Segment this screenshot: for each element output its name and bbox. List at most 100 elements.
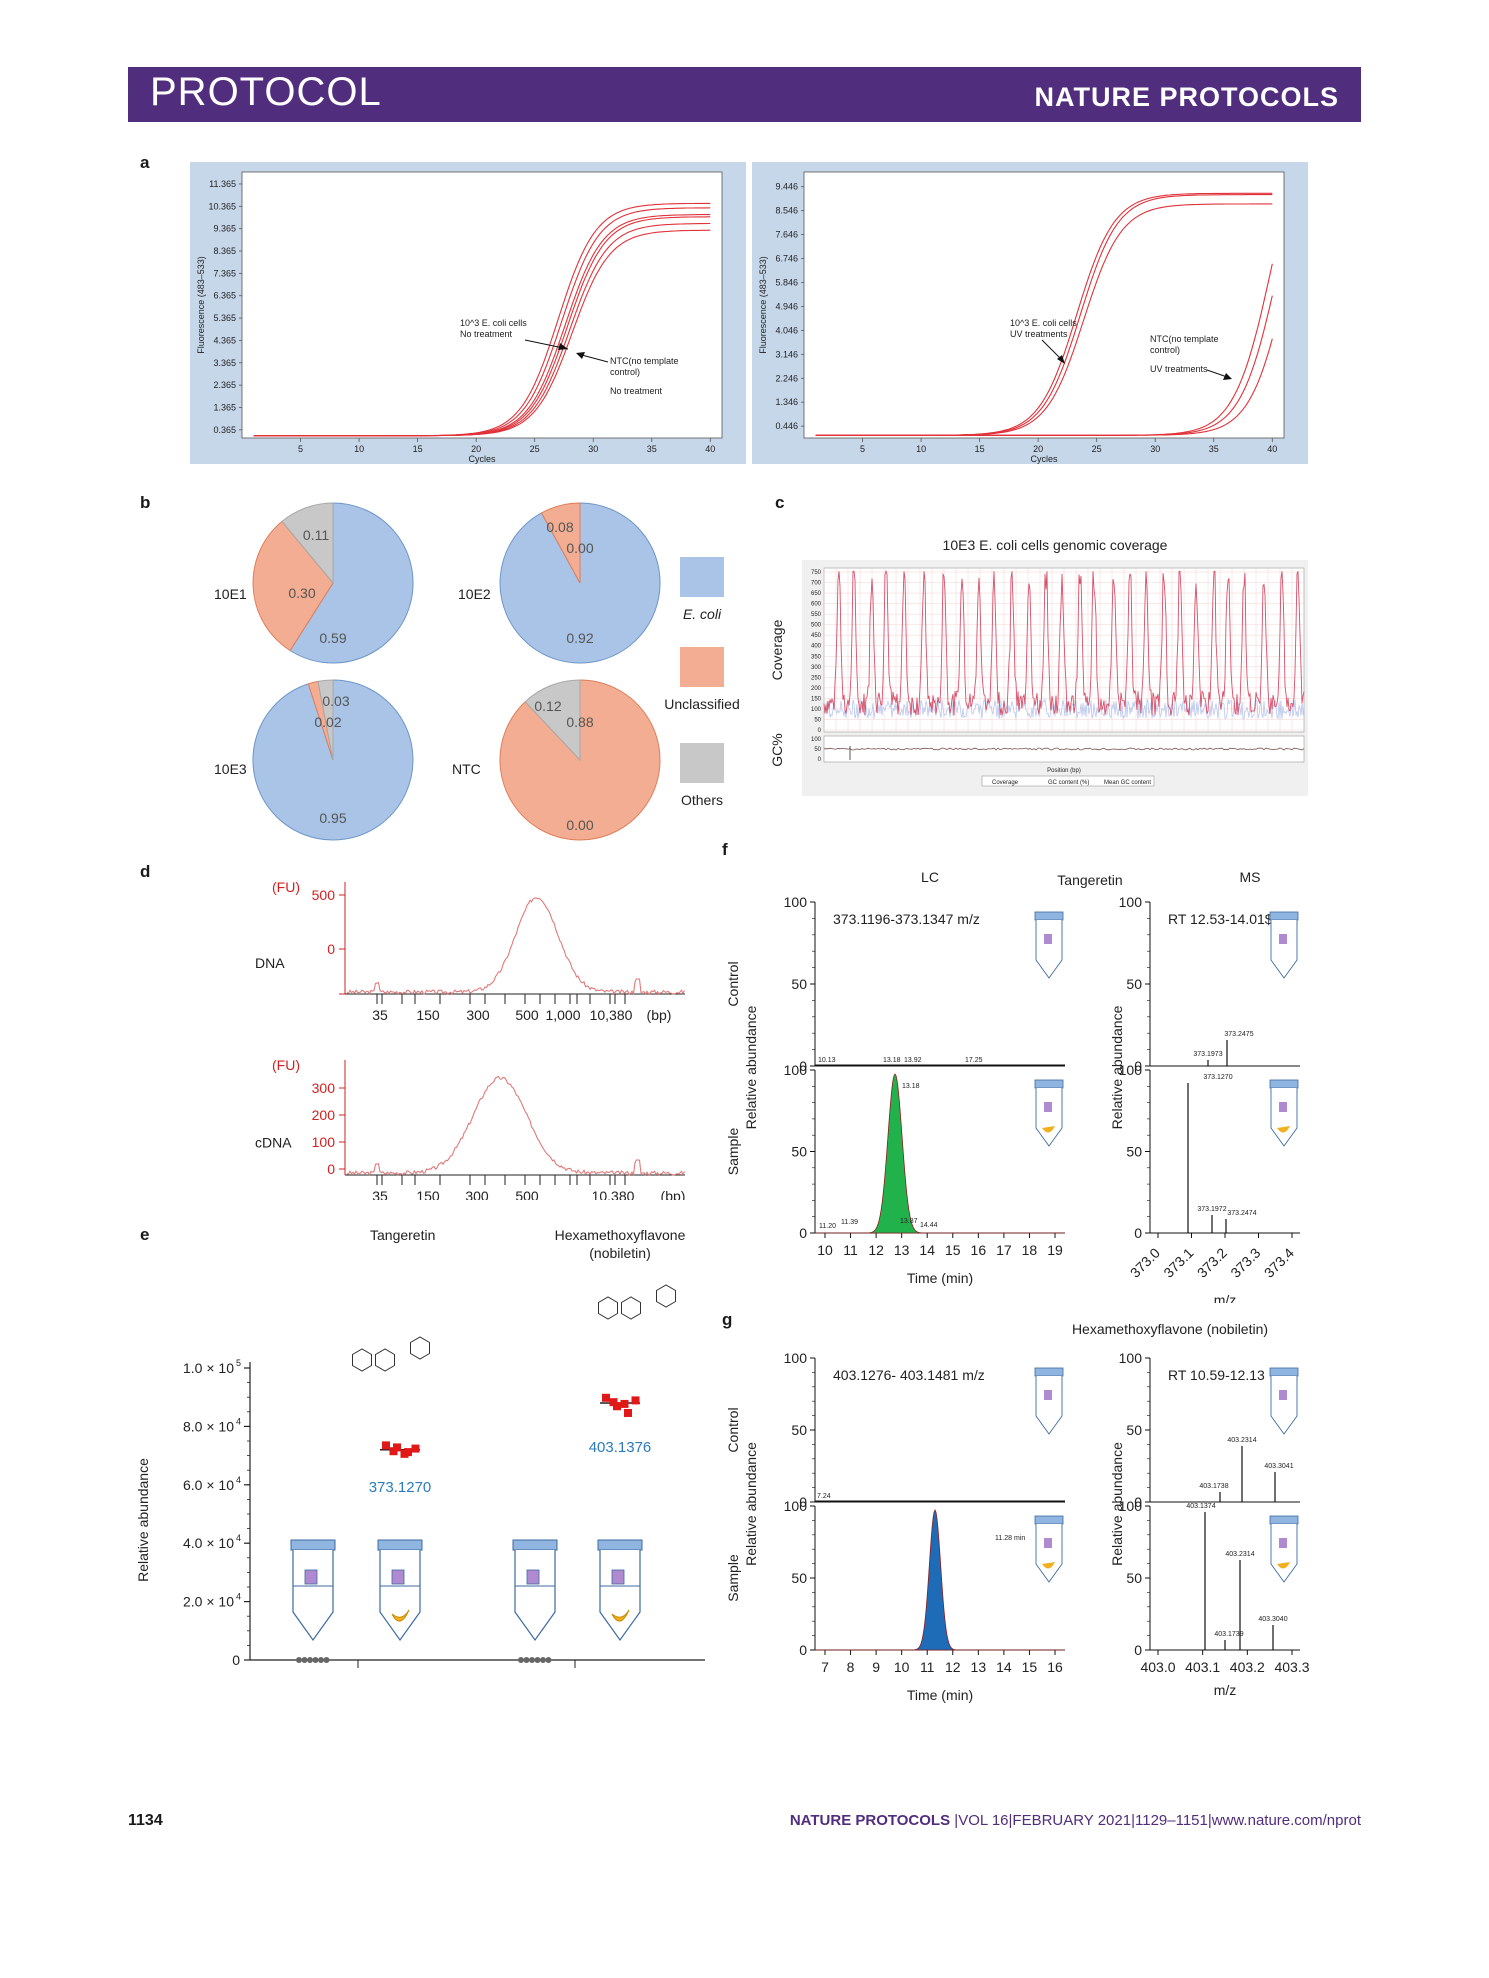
data-point — [545, 1657, 552, 1663]
y-tick-label: 8.546 — [775, 206, 798, 216]
data-point — [613, 1402, 621, 1411]
pie-name-label: 10E2 — [458, 586, 491, 602]
y-tick-label: 50 — [814, 717, 821, 723]
x-tick-label: 16 — [1047, 1659, 1063, 1675]
data-point — [404, 1448, 412, 1457]
x-tick-label: 15 — [1022, 1659, 1038, 1675]
y-tick-label: 50 — [1126, 1422, 1142, 1438]
x-tick-label: 20 — [471, 444, 481, 454]
pie-value-label: 0.92 — [566, 630, 593, 646]
y-tick-label: 300 — [312, 1080, 336, 1096]
data-point — [393, 1443, 401, 1452]
compound-name: Hexamethoxyflavone — [555, 1227, 686, 1243]
plot-area — [803, 171, 1285, 439]
molecule-ring — [410, 1336, 430, 1360]
legend-label: GC content (%) — [1048, 780, 1089, 786]
x-tick-label: 5 — [860, 444, 865, 454]
x-axis-label: m/z — [1214, 1682, 1237, 1698]
pie-value-label: 0.95 — [319, 810, 346, 826]
annotation-label: NTC(no template — [610, 356, 679, 366]
lc-sample-peak — [815, 1509, 1065, 1651]
y-tick-label: 0 — [799, 1225, 807, 1241]
y-axis-label: Relative abundance — [743, 1005, 759, 1129]
tube-body — [1035, 920, 1063, 979]
legend-box — [981, 775, 1155, 787]
y-tick-label: 0 — [1134, 1058, 1142, 1074]
ms-range-label: RT 12.53-14.01$ — [1168, 911, 1273, 927]
x-tick-label: 17 — [996, 1242, 1012, 1258]
tube-insert — [1279, 1538, 1287, 1548]
footer-url[interactable]: www.nature.com/nprot — [1211, 1812, 1361, 1829]
tube-body — [514, 1550, 556, 1642]
data-point — [631, 1396, 640, 1405]
tube-cap — [377, 1539, 423, 1551]
x-tick-label: 10 — [916, 444, 926, 454]
x-tick-label: 500 — [515, 1007, 539, 1023]
pie-name-label: 10E3 — [214, 761, 247, 777]
y-tick-exponent: 4 — [236, 1475, 241, 1485]
legend-label: E. coli — [683, 606, 722, 622]
tube-body — [1270, 1524, 1298, 1583]
y-tick-label: 4.046 — [775, 325, 798, 335]
y-tick-exponent: 4 — [236, 1533, 241, 1543]
x-tick-label: 10 — [894, 1659, 910, 1675]
y-tick-label: 50 — [791, 1422, 807, 1438]
chart-title: Hexamethoxyflavone (nobiletin) — [1072, 1321, 1268, 1337]
peak-label: 373.1972 — [1197, 1206, 1226, 1213]
nobiletin-lcms-chart: Hexamethoxyflavone (nobiletin)1005001005… — [725, 1321, 1310, 1703]
gc-tick-label: 50 — [814, 747, 821, 753]
x-tick-label: 13 — [894, 1242, 910, 1258]
y-tick-label: 0 — [1134, 1494, 1142, 1510]
y-tick-label: 0 — [818, 728, 822, 734]
y-tick-label: 50 — [791, 1144, 807, 1160]
x-tick-label: 10 — [354, 444, 364, 454]
peak-label: 373.2474 — [1227, 1210, 1256, 1217]
x-tick-label: 403.2 — [1230, 1659, 1265, 1675]
legend-label: Unclassified — [664, 696, 739, 712]
plot-area — [241, 171, 723, 439]
section-title: PROTOCOL — [150, 70, 382, 114]
x-tick-label: 373.1 — [1160, 1244, 1196, 1280]
peak-label: 403.3040 — [1258, 1616, 1287, 1623]
x-tick-label: 12 — [945, 1659, 961, 1675]
pie-name-label: 10E1 — [214, 586, 247, 602]
chart-title: Tangeretin — [1057, 872, 1122, 888]
y-tick-label: 0 — [799, 1642, 807, 1658]
coverage-background-trace — [823, 698, 1305, 720]
pie-value-label: 0.00 — [566, 540, 593, 556]
relative-abundance-scatter: 1.0 × 10 58.0 × 10 46.0 × 10 44.0 × 10 42.0 … — [135, 1227, 705, 1680]
tube-insert — [1044, 1102, 1052, 1112]
qpcr-chart-uv-treatment: 9.446 8.546 7.646 6.746 5.846 4.946 4.046 3.146… — [752, 162, 1308, 464]
tube-sample — [391, 1609, 410, 1622]
peak-label: 403.1738 — [1199, 1483, 1228, 1490]
pie-charts: 10E1 0.59 0.30 0.11 10E2 0.92 0.08 0.00 10E3 0.95… — [214, 502, 740, 841]
gc-trace — [823, 747, 1305, 751]
mz-label: 373.1270 — [369, 1479, 432, 1496]
footer-date: FEBRUARY 2021 — [1012, 1812, 1132, 1829]
y-tick-label: 200 — [811, 686, 822, 692]
x-tick-label: 15 — [413, 444, 423, 454]
annotation-label: UV treatments — [1010, 329, 1068, 339]
legend-swatch — [680, 557, 724, 597]
arrow-head — [1223, 373, 1232, 380]
x-tick-label: 10 — [817, 1242, 833, 1258]
fu-label: (FU) — [272, 1057, 300, 1073]
compound-name: Tangeretin — [370, 1227, 435, 1243]
data-point — [609, 1398, 618, 1407]
x-category-label: Sample — [372, 1677, 420, 1680]
annotation-label: control) — [610, 367, 640, 377]
data-point — [624, 1408, 632, 1417]
y-tick-label: 50 — [791, 976, 807, 992]
x-tick-label: 373.3 — [1227, 1244, 1263, 1280]
y-tick-label: 2.365 — [213, 380, 236, 390]
tube-body — [1270, 1088, 1298, 1147]
lc-range-label: 403.1276- 403.1481 m/z — [833, 1367, 985, 1383]
tube-body — [1035, 1376, 1063, 1435]
y-tick-label: 1.346 — [775, 397, 798, 407]
y-tick-label: 2.0 × 10 — [183, 1594, 234, 1610]
data-point — [323, 1657, 330, 1663]
x-tick-label: 25 — [1092, 444, 1102, 454]
data-point — [620, 1399, 629, 1408]
pie-slice — [252, 520, 334, 652]
